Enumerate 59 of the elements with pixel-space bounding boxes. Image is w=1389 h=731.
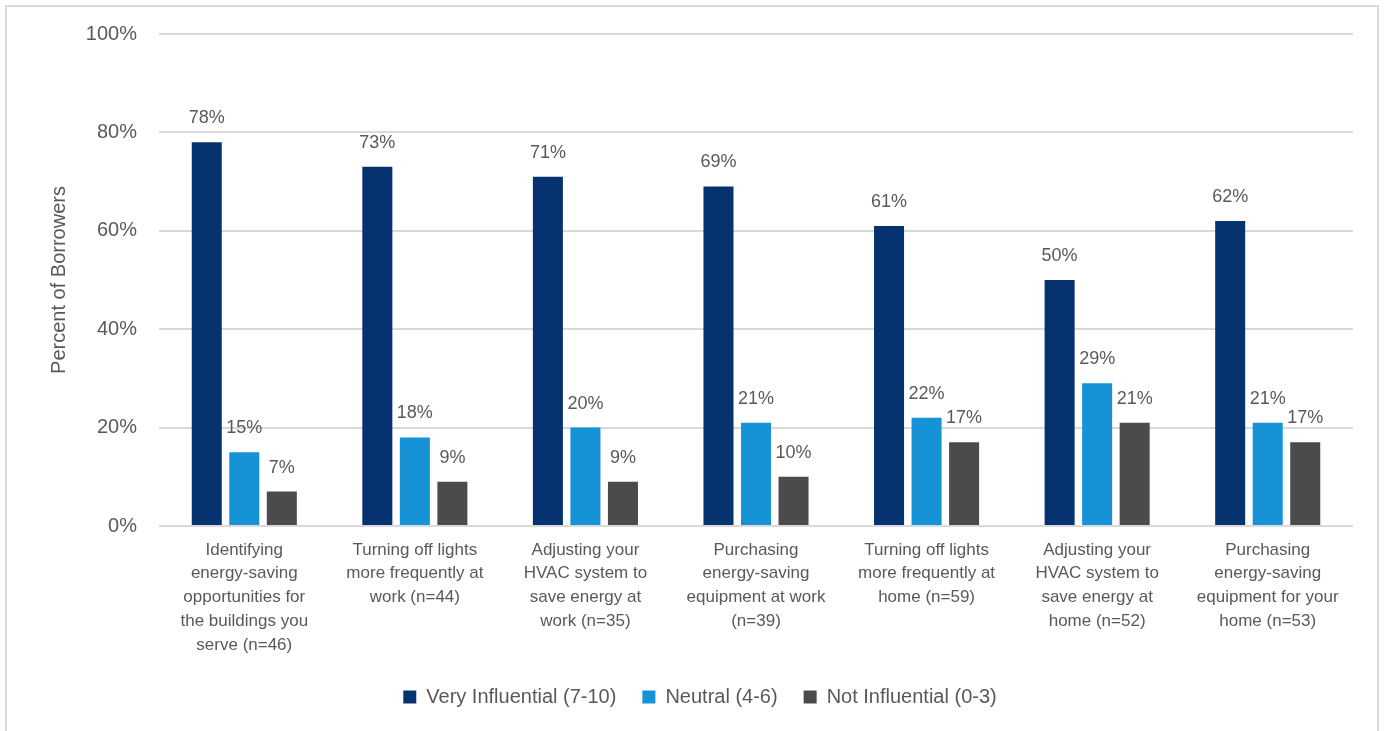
data-label: 29% xyxy=(1079,348,1116,369)
data-label: 22% xyxy=(908,382,945,403)
y-tick-label: 40% xyxy=(96,316,138,339)
bar xyxy=(1082,383,1113,525)
x-tick-label: Purchasing energy-saving equipment for your home (n=53) xyxy=(1196,539,1339,630)
x-tick-label: Turning off lights more frequently at home (n=59) xyxy=(858,539,996,607)
data-label: 21% xyxy=(1116,387,1153,408)
bar xyxy=(266,491,297,525)
data-label: 21% xyxy=(737,387,775,408)
data-label: 61% xyxy=(871,190,908,211)
data-label: 71% xyxy=(529,141,566,162)
bar xyxy=(1215,220,1246,525)
data-label: 17% xyxy=(946,407,983,428)
bar xyxy=(437,481,468,525)
data-label: 73% xyxy=(359,131,396,152)
bar xyxy=(703,186,734,525)
bar xyxy=(874,225,905,525)
bar xyxy=(949,442,980,525)
y-tick-label: 0% xyxy=(108,513,138,536)
y-axis-title: Percent of Borrowers xyxy=(46,186,69,374)
bar xyxy=(399,437,430,525)
bar xyxy=(570,427,601,525)
y-tick-label: 20% xyxy=(96,415,138,438)
bar xyxy=(1252,422,1283,525)
bar xyxy=(911,417,942,525)
data-label: 20% xyxy=(567,392,604,413)
data-label: 78% xyxy=(188,107,225,128)
data-label: 62% xyxy=(1212,185,1249,206)
x-tick-label: Identifying energy-saving opportunities for the buildings you serve (n=46) xyxy=(180,539,309,654)
data-label: 9% xyxy=(609,446,636,467)
data-label: 9% xyxy=(439,446,466,467)
bar xyxy=(532,176,563,525)
x-tick-label: Purchasing energy-saving equipment at work (n=39) xyxy=(686,539,826,630)
bar xyxy=(778,476,809,525)
bar xyxy=(607,481,638,525)
data-label: 17% xyxy=(1287,407,1324,428)
legend-label: Very Influential (7-10) xyxy=(426,684,617,707)
bar xyxy=(740,422,772,525)
bar xyxy=(191,142,222,525)
data-label: 15% xyxy=(226,417,263,438)
data-label: 69% xyxy=(700,151,737,172)
bar xyxy=(1290,442,1321,525)
bar xyxy=(229,452,260,525)
legend-label: Not Influential (0-3) xyxy=(826,684,997,707)
y-tick-label: 60% xyxy=(96,218,138,241)
data-label: 10% xyxy=(775,441,812,462)
data-label: 50% xyxy=(1041,244,1078,265)
y-tick-label: 100% xyxy=(85,21,138,44)
bar xyxy=(362,166,393,525)
bar xyxy=(1119,422,1150,525)
x-tick-label: Turning off lights more frequently at work (n=44) xyxy=(346,539,484,607)
y-tick-label: 80% xyxy=(96,119,138,142)
legend-label: Neutral (4-6) xyxy=(665,684,778,707)
bar xyxy=(1044,280,1075,525)
data-label: 21% xyxy=(1249,387,1286,408)
data-label: 18% xyxy=(396,402,433,423)
data-label: 7% xyxy=(268,456,295,477)
x-tick-label: Adjusting your HVAC system to save energy at home (n=52) xyxy=(1035,539,1159,630)
x-tick-label: Adjusting your HVAC system to save energy at work (n=35) xyxy=(523,539,648,630)
